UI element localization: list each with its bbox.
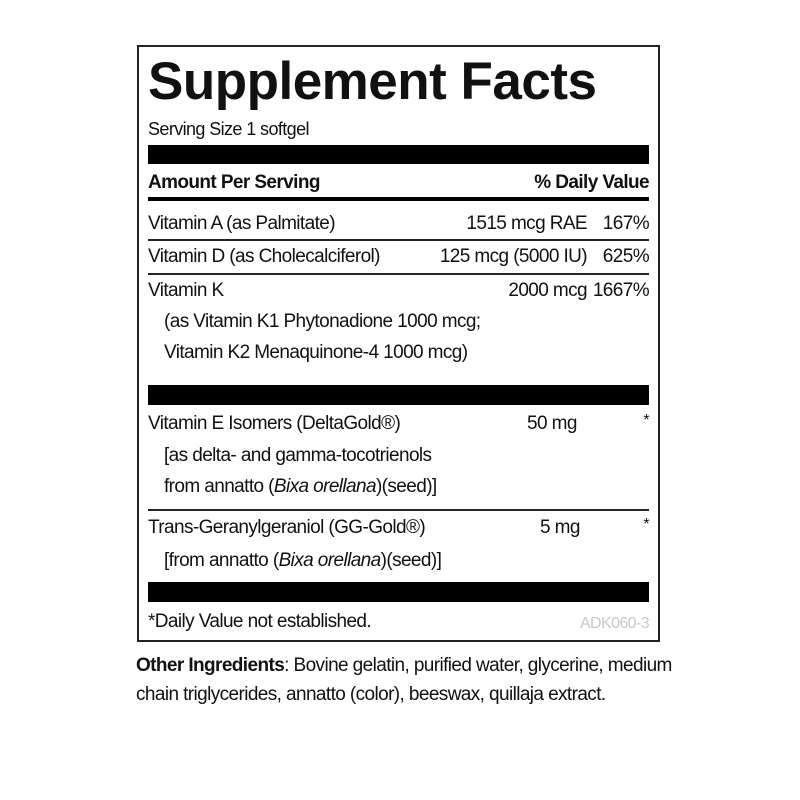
- source-text: from annatto (: [164, 476, 274, 497]
- nutrient-dv: 1667%: [592, 280, 650, 301]
- supplement-facts-panel: Supplement Facts Serving Size 1 softgel …: [137, 45, 660, 642]
- nutrient-amount: 5 mg: [540, 517, 580, 538]
- thick-divider: [148, 385, 649, 405]
- other-ingredients: Other Ingredients: Bovine gelatin, purif…: [136, 652, 696, 709]
- nutrient-source: [from annatto (Bixa orellana)(seed)]: [164, 549, 442, 573]
- dv-header: % Daily Value: [534, 172, 649, 193]
- other-ingredients-label: Other Ingredients: [136, 655, 285, 676]
- nutrient-dv: *: [643, 412, 649, 429]
- nutrient-dv: 625%: [602, 246, 650, 267]
- thick-divider: [148, 582, 649, 602]
- panel-title: Supplement Facts: [148, 52, 597, 111]
- nutrient-amount: 125 mcg (5000 IU): [439, 246, 588, 267]
- nutrient-dv: 167%: [602, 213, 650, 234]
- nutrient-source: [as delta- and gamma-tocotrienols: [164, 445, 432, 466]
- nutrient-source: (as Vitamin K1 Phytonadione 1000 mcg;: [164, 311, 481, 332]
- serving-size: Serving Size 1 softgel: [148, 119, 310, 139]
- nutrient-amount: 2000 mcg: [508, 280, 587, 301]
- nutrient-dv: *: [643, 516, 649, 533]
- nutrient-name: Vitamin D (as Cholecalciferol): [148, 246, 381, 267]
- nutrient-name: Trans-Geranylgeraniol (GG-Gold®): [148, 517, 426, 538]
- thick-divider: [148, 145, 649, 164]
- nutrient-source: from annatto (Bixa orellana)(seed)]: [164, 475, 437, 499]
- nutrient-name: Vitamin A (as Palmitate): [148, 213, 336, 234]
- nutrient-name: Vitamin K: [148, 280, 224, 301]
- footnote: *Daily Value not established.: [148, 611, 372, 632]
- medium-divider: [148, 197, 649, 201]
- botanical-name: Bixa orellana: [273, 476, 377, 497]
- thin-divider: [148, 509, 649, 511]
- nutrient-amount: 50 mg: [527, 413, 577, 434]
- nutrient-amount: 1515 mcg RAE: [466, 213, 587, 234]
- thin-divider: [148, 239, 649, 241]
- source-text: [from annatto (: [164, 550, 279, 571]
- other-ingredients-text: : Bovine gelatin, purified water, glycer…: [136, 655, 672, 705]
- amount-header: Amount Per Serving: [148, 172, 320, 193]
- source-text: )(seed)]: [380, 550, 442, 571]
- botanical-name: Bixa orellana: [278, 550, 382, 571]
- source-text: )(seed)]: [375, 476, 437, 497]
- product-code: ADK060-3: [579, 615, 650, 632]
- thin-divider: [148, 273, 649, 275]
- nutrient-name: Vitamin E Isomers (DeltaGold®): [148, 413, 401, 434]
- nutrient-source: Vitamin K2 Menaquinone-4 1000 mcg): [164, 342, 468, 363]
